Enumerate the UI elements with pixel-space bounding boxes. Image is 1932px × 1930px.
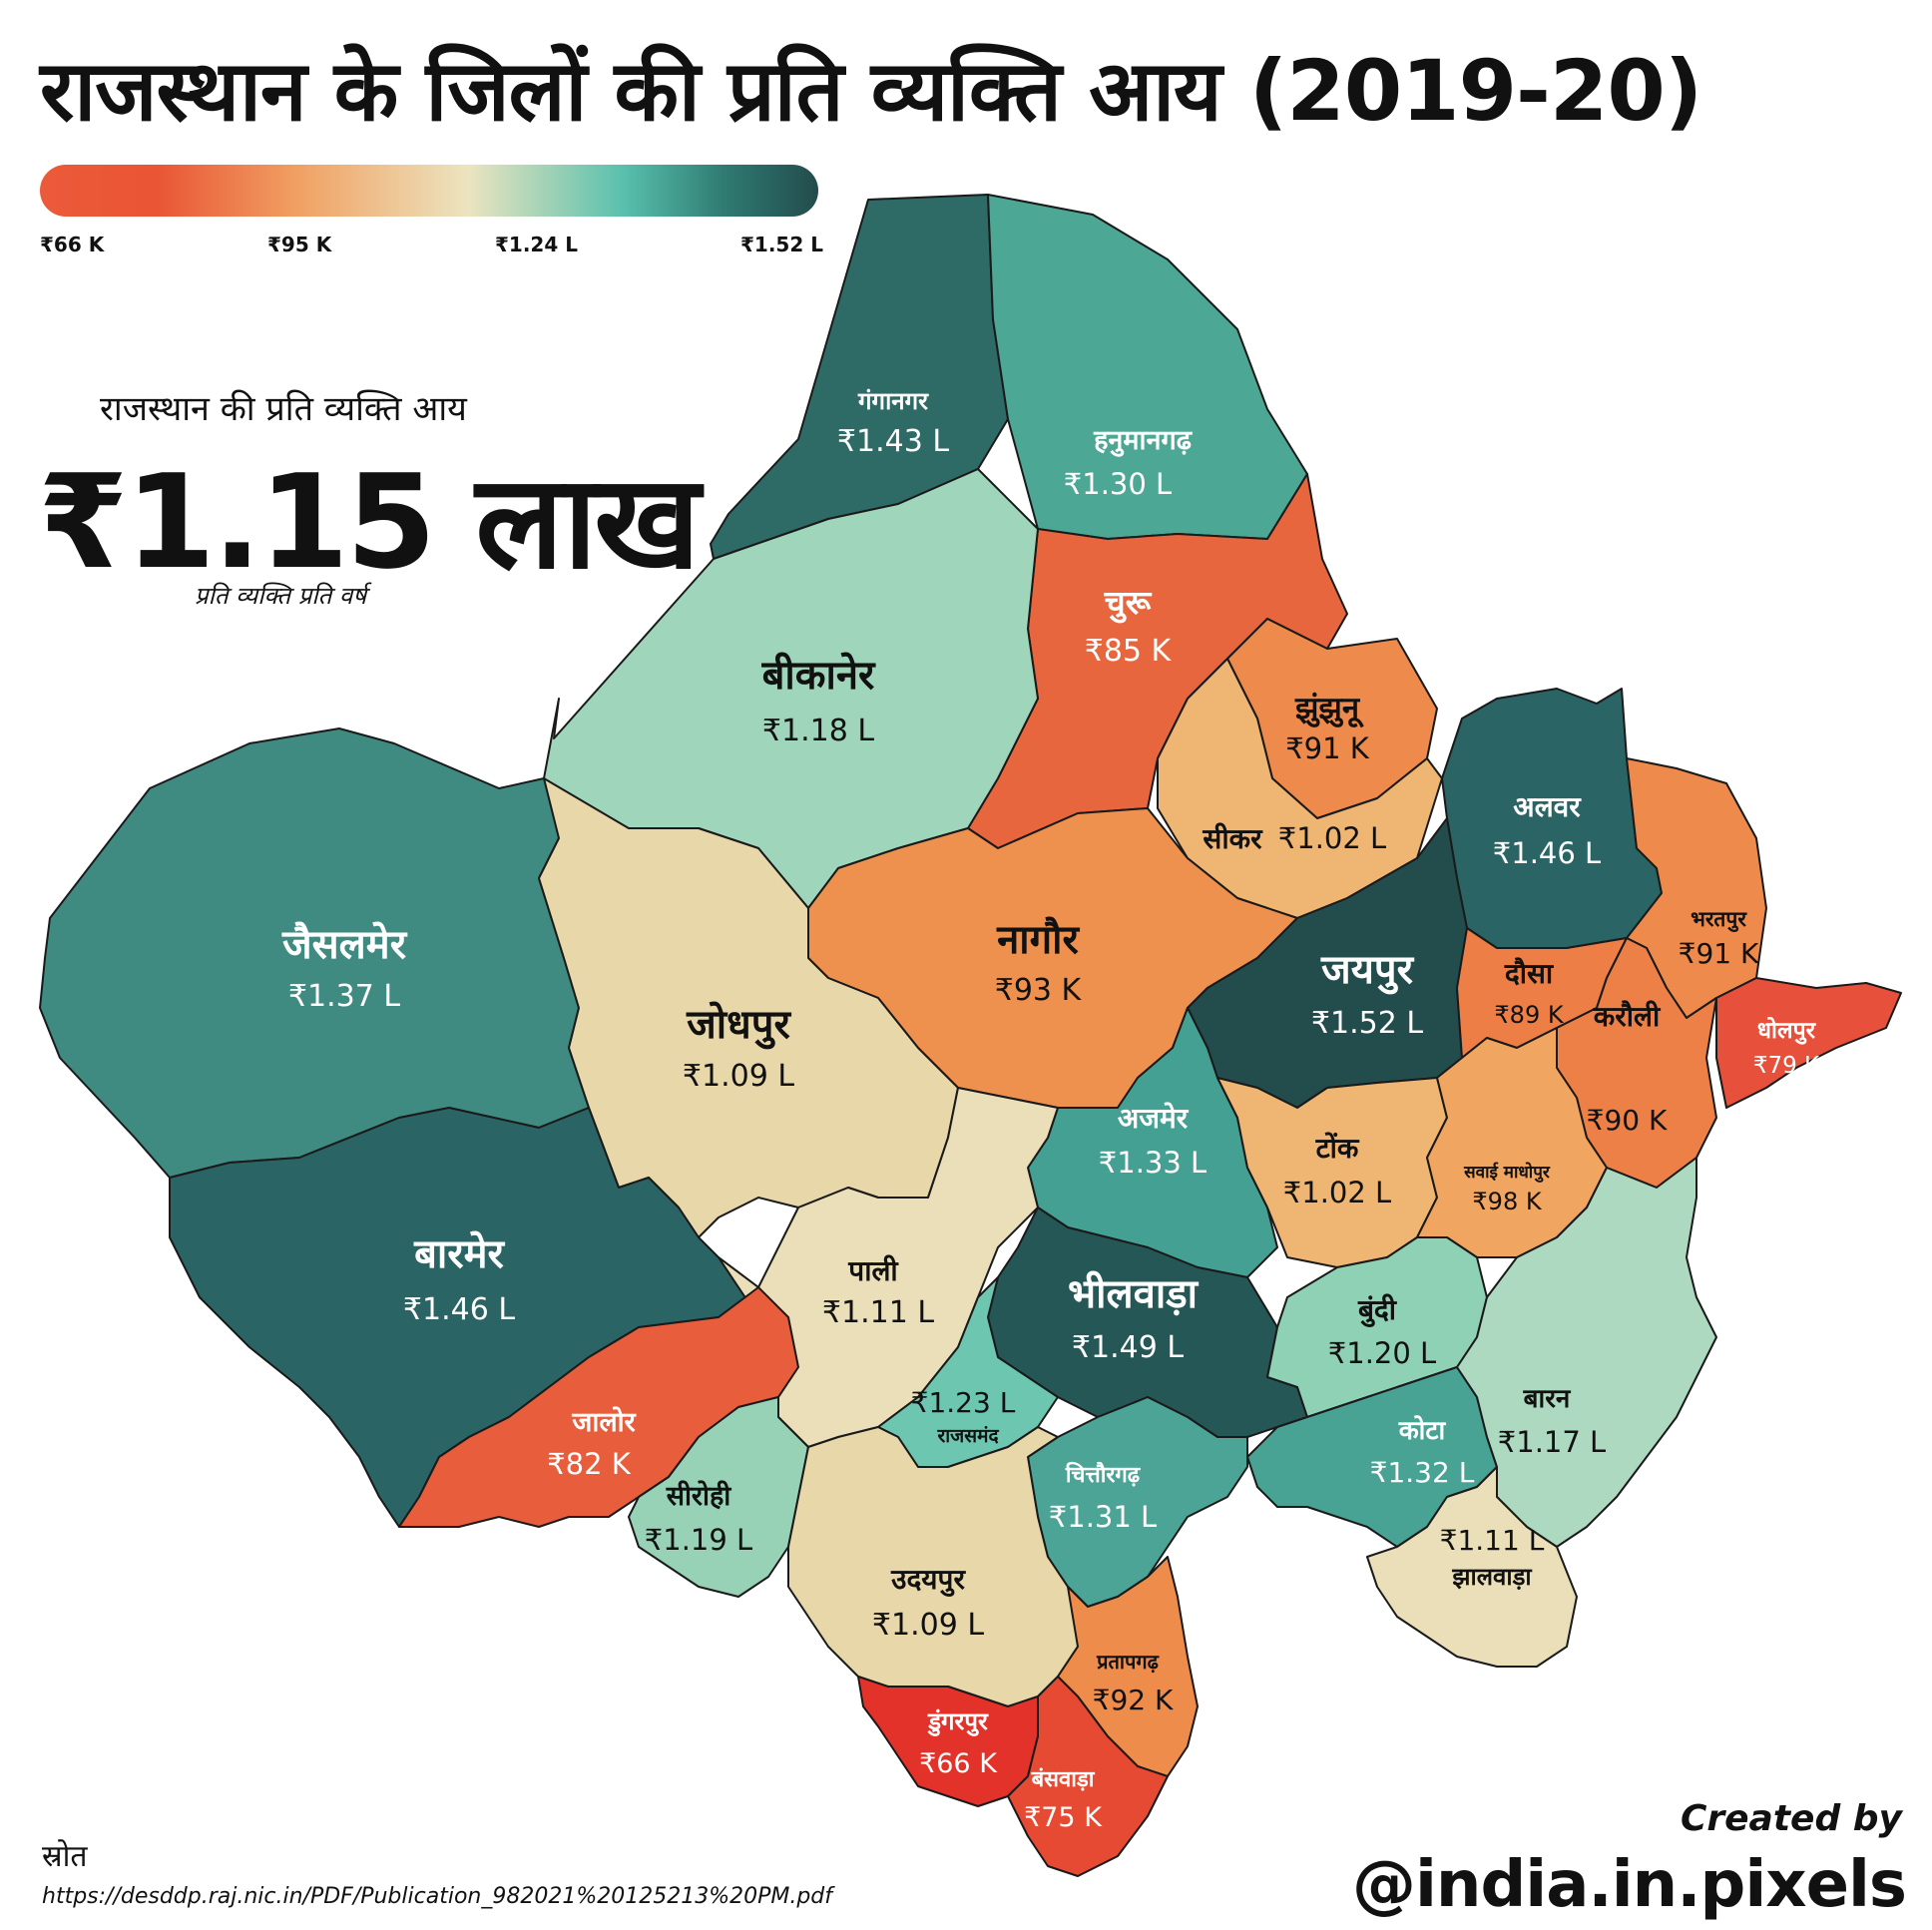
- district-value-bundi: ₹1.20 L: [1328, 1336, 1436, 1370]
- district-name-rajsamand: राजसमंद: [936, 1425, 999, 1447]
- district-jhalawar: [1366, 1466, 1578, 1668]
- district-name-alwar: अलवर: [1513, 790, 1582, 823]
- district-value-hanumangarh: ₹1.30 L: [1064, 467, 1172, 501]
- source-url: https://desddp.raj.nic.in/PDF/Publicatio…: [42, 1884, 833, 1909]
- district-name-sawai-madhopur: सवाई माधोपुर: [1463, 1162, 1551, 1183]
- district-name-banswara: बंसवाड़ा: [1031, 1767, 1096, 1792]
- creator-handle: @india.in.pixels: [1351, 1848, 1907, 1922]
- state-income-label: राजस्थान की प्रति व्यक्ति आय: [100, 389, 467, 429]
- district-name-udaipur: उदयपुर: [890, 1563, 966, 1597]
- district-name-pali: पाली: [847, 1254, 899, 1287]
- district-name-bhilwara: भीलवाड़ा: [1068, 1270, 1200, 1317]
- legend-gradient-bar: [40, 165, 818, 217]
- district-value-jhalawar: ₹1.11 L: [1440, 1524, 1545, 1557]
- district-value-rajsamand: ₹1.23 L: [911, 1386, 1016, 1419]
- district-value-sikar: ₹1.02 L: [1278, 821, 1386, 855]
- district-name-baran: बारन: [1523, 1384, 1572, 1414]
- district-name-dholpur: धोलपुर: [1757, 1016, 1817, 1045]
- district-name-tonk: टोंक: [1315, 1132, 1360, 1165]
- legend-tick-3: ₹1.24 L: [495, 233, 578, 256]
- district-value-nagaur: ₹93 K: [995, 973, 1083, 1008]
- district-value-jalore: ₹82 K: [547, 1447, 632, 1481]
- district-value-pali: ₹1.11 L: [822, 1295, 934, 1330]
- district-value-sri-ganganagar: ₹1.43 L: [837, 424, 949, 459]
- district-value-dausa: ₹89 K: [1494, 1001, 1564, 1029]
- district-banswara: [1007, 1676, 1169, 1877]
- legend-tick-max: ₹1.52 L: [740, 233, 823, 256]
- district-name-chittorgarh: चित्तौरगढ़: [1065, 1461, 1142, 1488]
- district-value-dungarpur: ₹66 K: [919, 1748, 998, 1779]
- district-jalore: [398, 1286, 799, 1528]
- district-value-bhilwara: ₹1.49 L: [1072, 1330, 1184, 1365]
- district-name-hanumangarh: हनुमानगढ़: [1093, 425, 1194, 457]
- district-value-bikaner: ₹1.18 L: [762, 714, 874, 748]
- district-name-karauli: करौली: [1593, 1000, 1662, 1033]
- district-name-bharatpur: भरतपुर: [1690, 907, 1747, 933]
- state-income-subtitle: प्रति व्यक्ति प्रति वर्ष: [195, 582, 367, 610]
- district-value-bharatpur: ₹91 K: [1679, 937, 1759, 970]
- district-value-ajmer: ₹1.33 L: [1099, 1146, 1207, 1180]
- district-name-ajmer: अजमेर: [1118, 1102, 1190, 1135]
- district-value-chittorgarh: ₹1.31 L: [1049, 1500, 1157, 1534]
- legend-tick-min: ₹66 K: [40, 233, 105, 256]
- district-value-churu: ₹85 K: [1085, 634, 1173, 669]
- district-name-bundi: बुंदी: [1357, 1293, 1398, 1327]
- district-name-bikaner: बीकानेर: [761, 652, 876, 699]
- district-name-jaisalmer: जैसलमेर: [281, 921, 408, 968]
- district-name-dausa: दौसा: [1504, 957, 1555, 990]
- district-name-kota: कोटा: [1398, 1415, 1447, 1446]
- district-sikar: [1157, 658, 1443, 919]
- source-label: स्रोत: [42, 1839, 88, 1874]
- district-value-alwar: ₹1.46 L: [1493, 836, 1601, 870]
- district-name-barmer: बारमेर: [413, 1230, 505, 1277]
- district-value-jhunjhunu: ₹91 K: [1285, 731, 1370, 765]
- district-value-jaipur: ₹1.52 L: [1311, 1006, 1423, 1041]
- legend-tick-2: ₹95 K: [267, 233, 332, 256]
- district-value-udaipur: ₹1.09 L: [872, 1608, 984, 1643]
- district-value-dholpur: ₹79 K: [1753, 1053, 1820, 1079]
- district-value-sawai-madhopur: ₹98 K: [1472, 1188, 1542, 1215]
- district-dholpur: [1715, 977, 1902, 1109]
- district-value-kota: ₹1.32 L: [1370, 1456, 1475, 1489]
- district-value-baran: ₹1.17 L: [1498, 1425, 1606, 1459]
- district-name-jhalawar: झालवाड़ा: [1451, 1563, 1532, 1591]
- district-name-jodhpur: जोधपुर: [686, 1001, 791, 1050]
- district-name-jalore: जालोर: [571, 1406, 636, 1438]
- district-name-jaipur: जयपुर: [1320, 947, 1415, 995]
- district-value-banswara: ₹75 K: [1024, 1802, 1103, 1833]
- district-value-jodhpur: ₹1.09 L: [683, 1059, 794, 1094]
- district-name-dungarpur: डुंगरपुर: [927, 1707, 989, 1736]
- district-name-sikar: सीकर: [1202, 822, 1263, 855]
- district-name-pratapgarh: प्रतापगढ़: [1096, 1650, 1160, 1674]
- district-name-sirohi: सीरोही: [666, 1480, 732, 1512]
- district-name-churu: चुरू: [1104, 583, 1153, 624]
- map-title: राजस्थान के जिलों की प्रति व्यक्ति आय (2…: [40, 42, 1702, 140]
- district-value-barmer: ₹1.46 L: [403, 1292, 515, 1327]
- state-income-value: ₹1.15 लाख: [38, 446, 701, 598]
- district-value-tonk: ₹1.02 L: [1283, 1176, 1391, 1209]
- color-legend: ₹66 K ₹95 K ₹1.24 L ₹1.52 L: [40, 165, 823, 256]
- district-value-jaisalmer: ₹1.37 L: [288, 979, 400, 1014]
- district-name-nagaur: नागौर: [996, 916, 1080, 963]
- district-name-sri-ganganagar: गंगानगर: [857, 387, 929, 415]
- district-value-pratapgarh: ₹92 K: [1093, 1684, 1174, 1716]
- district-value-karauli: ₹90 K: [1587, 1104, 1668, 1137]
- district-value-sirohi: ₹1.19 L: [645, 1523, 752, 1557]
- created-by-text: Created by: [1680, 1798, 1902, 1839]
- district-name-jhunjhunu: झुंझुनू: [1294, 691, 1364, 728]
